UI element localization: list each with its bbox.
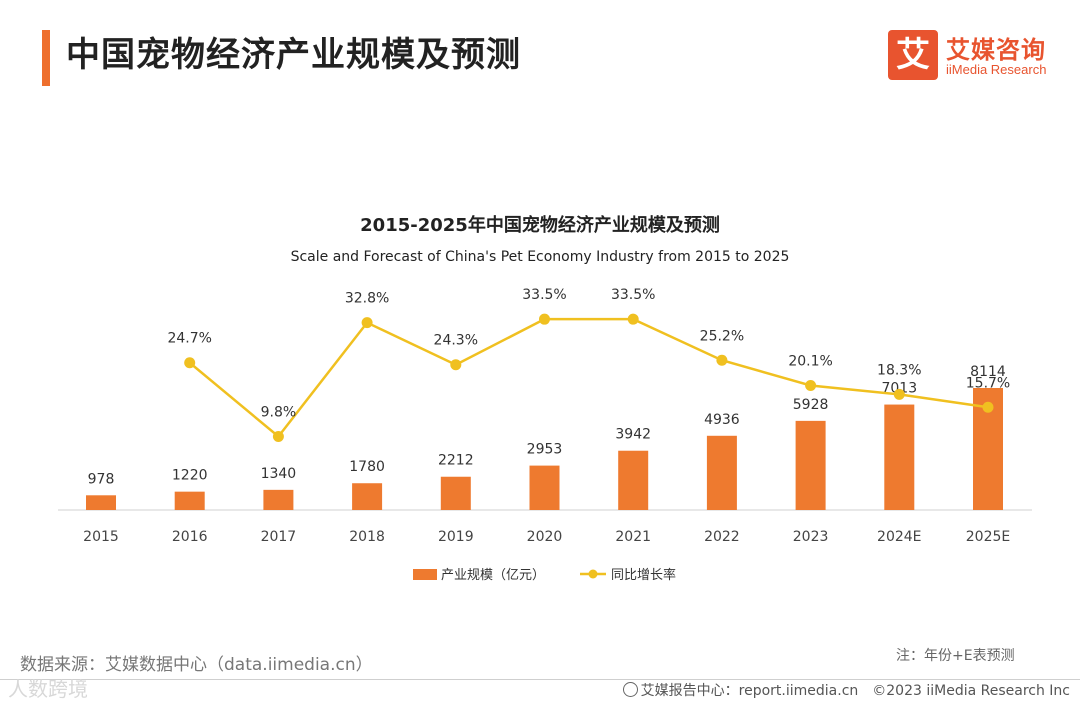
legend-line-marker xyxy=(588,569,598,579)
footer-report: 艾媒报告中心：report.iimedia.cn ©2023 iiMedia R… xyxy=(622,680,1070,700)
growth-value-label: 25.2% xyxy=(700,328,744,344)
growth-value-label: 33.5% xyxy=(611,287,655,303)
growth-value-label: 24.3% xyxy=(434,333,478,349)
watermark: 人数跨境 xyxy=(8,677,88,701)
data-source: 数据来源：艾媒数据中心（data.iimedia.cn） xyxy=(20,655,373,675)
footer-divider xyxy=(0,679,1080,680)
x-tick-label: 2018 xyxy=(349,529,385,545)
bar-value-label: 5928 xyxy=(793,397,829,413)
chart-title: 2015-2025年中国宠物经济产业规模及预测 xyxy=(360,214,720,236)
x-tick-label: 2022 xyxy=(704,529,740,545)
growth-point-2019 xyxy=(450,359,462,371)
bar-2021 xyxy=(618,450,649,510)
chart-subtitle: Scale and Forecast of China's Pet Econom… xyxy=(291,249,790,265)
bar-2017 xyxy=(263,489,294,510)
bar-2022 xyxy=(706,435,737,510)
bar-value-label: 978 xyxy=(88,471,115,487)
bar-2018 xyxy=(352,483,383,510)
x-tick-label: 2016 xyxy=(172,529,208,545)
bar-2024E xyxy=(884,404,915,510)
x-tick-label: 2023 xyxy=(793,529,829,545)
growth-value-label: 18.3% xyxy=(877,362,921,378)
growth-value-label: 33.5% xyxy=(522,287,566,303)
globe-icon xyxy=(622,682,638,697)
bar-2020 xyxy=(529,465,560,510)
logo-name-cn: 艾媒咨询 xyxy=(946,36,1046,64)
growth-point-2024E xyxy=(893,388,905,400)
growth-point-2021 xyxy=(627,313,639,325)
x-tick-label: 2017 xyxy=(261,529,297,545)
bar-value-label: 4936 xyxy=(704,412,740,428)
x-tick-label: 2015 xyxy=(83,529,119,545)
legend-line-label: 同比增长率 xyxy=(611,567,676,583)
bar-value-label: 8114 xyxy=(970,364,1006,380)
bar-2019 xyxy=(440,476,471,510)
bar-2016 xyxy=(174,491,205,510)
legend: 产业规模（亿元） 同比增长率 xyxy=(413,567,676,583)
bar-value-label: 2212 xyxy=(438,453,474,469)
bar-value-label: 2953 xyxy=(527,442,563,458)
growth-point-2023 xyxy=(805,380,817,392)
x-tick-label: 2025E xyxy=(966,529,1010,545)
page-title: 中国宠物经济产业规模及预测 xyxy=(66,35,521,75)
bar-2023 xyxy=(795,420,826,510)
x-tick-label: 2019 xyxy=(438,529,474,545)
growth-point-2022 xyxy=(716,354,728,366)
bar-value-label: 1220 xyxy=(172,468,208,484)
growth-point-2025E xyxy=(982,401,994,413)
forecast-note: 注：年份+E表预测 xyxy=(896,648,1015,664)
logo-mark: 艾 xyxy=(888,30,938,80)
growth-value-label: 9.8% xyxy=(261,404,297,420)
growth-value-label: 15.7% xyxy=(966,375,1010,391)
footer-report-text: 艾媒报告中心：report.iimedia.cn ©2023 iiMedia R… xyxy=(640,683,1070,699)
bar-2015 xyxy=(86,495,116,510)
growth-point-2018 xyxy=(361,317,373,329)
chart: 2015-2025年中国宠物经济产业规模及预测 Scale and Foreca… xyxy=(58,214,1032,583)
x-tick-label: 2024E xyxy=(877,529,921,545)
x-tick-label: 2021 xyxy=(615,529,651,545)
x-tick-label: 2020 xyxy=(527,529,563,545)
plot-area: 978 2015 1220 2016 1340 2017 1780 2018 2212 2019 2… xyxy=(58,287,1032,545)
growth-value-label: 20.1% xyxy=(788,354,832,370)
title-accent-bar xyxy=(42,30,50,86)
growth-point-2020 xyxy=(539,313,550,325)
growth-value-label: 24.7% xyxy=(167,331,211,347)
bar-value-label: 3942 xyxy=(615,427,651,443)
bar-value-label: 1780 xyxy=(349,459,385,475)
bar-value-label: 1340 xyxy=(261,466,297,482)
growth-rate-line xyxy=(188,317,989,439)
logo-name-en: iiMedia Research xyxy=(946,62,1047,77)
legend-bar-swatch xyxy=(413,569,437,580)
brand-logo: 艾 艾媒咨询 iiMedia Research xyxy=(888,30,1068,82)
growth-point-2017 xyxy=(272,430,284,442)
growth-value-label: 32.8% xyxy=(345,291,389,307)
growth-point-2016 xyxy=(184,357,196,369)
legend-bar-label: 产业规模（亿元） xyxy=(441,568,545,583)
